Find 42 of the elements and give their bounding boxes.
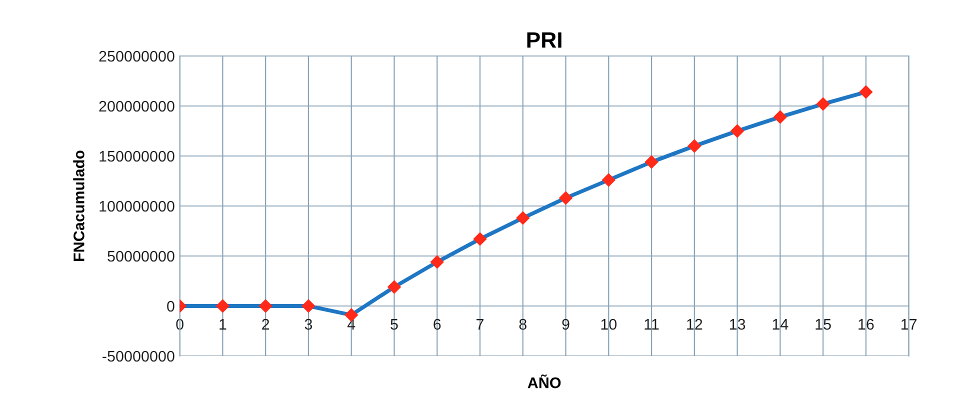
point — [302, 299, 316, 313]
y-tick-label: -50000000 — [102, 350, 174, 362]
point — [473, 232, 487, 246]
point — [859, 85, 873, 99]
point — [688, 139, 701, 153]
y-tick-label: 100000000 — [100, 200, 174, 212]
point — [816, 97, 830, 111]
x-tick-label: 3 — [304, 318, 312, 330]
x-tick-label: 12 — [687, 318, 702, 330]
y-tick-label: 150000000 — [100, 150, 174, 162]
y-tick-label: 200000000 — [99, 100, 174, 112]
x-tick-label: 9 — [562, 318, 570, 330]
y-tick-label: 0 — [167, 300, 174, 312]
x-tick-label: 1 — [220, 319, 226, 330]
y-tick-label: 250000000 — [99, 50, 174, 62]
x-tick-label: 6 — [434, 318, 441, 330]
x-tick-label: 7 — [476, 319, 484, 330]
point — [516, 211, 530, 225]
chart-title: PRI — [527, 32, 562, 48]
x-tick-label: 8 — [519, 318, 526, 330]
point — [430, 255, 444, 269]
x-tick-label: 2 — [262, 318, 270, 330]
y-tick-label: 50000000 — [108, 250, 174, 262]
x-tick-label: 14 — [772, 319, 788, 330]
x-tick-label: 5 — [390, 319, 398, 330]
x-tick-label: 11 — [644, 319, 659, 330]
point — [216, 299, 230, 313]
point — [388, 280, 401, 294]
point — [644, 155, 658, 169]
x-tick-label: 10 — [601, 318, 617, 330]
x-tick-label: 16 — [858, 318, 874, 330]
point — [774, 110, 787, 124]
x-tick-label: 15 — [816, 319, 831, 330]
x-tick-label: 17 — [901, 319, 917, 330]
point — [602, 173, 616, 187]
point — [258, 299, 272, 313]
x-tick-label: 0 — [176, 318, 184, 330]
point — [730, 124, 744, 138]
y-axis-title: FNCacumulado — [73, 150, 84, 261]
x-tick-label: 13 — [730, 318, 746, 330]
x-axis-title: AÑO — [528, 374, 561, 388]
point — [559, 191, 572, 205]
